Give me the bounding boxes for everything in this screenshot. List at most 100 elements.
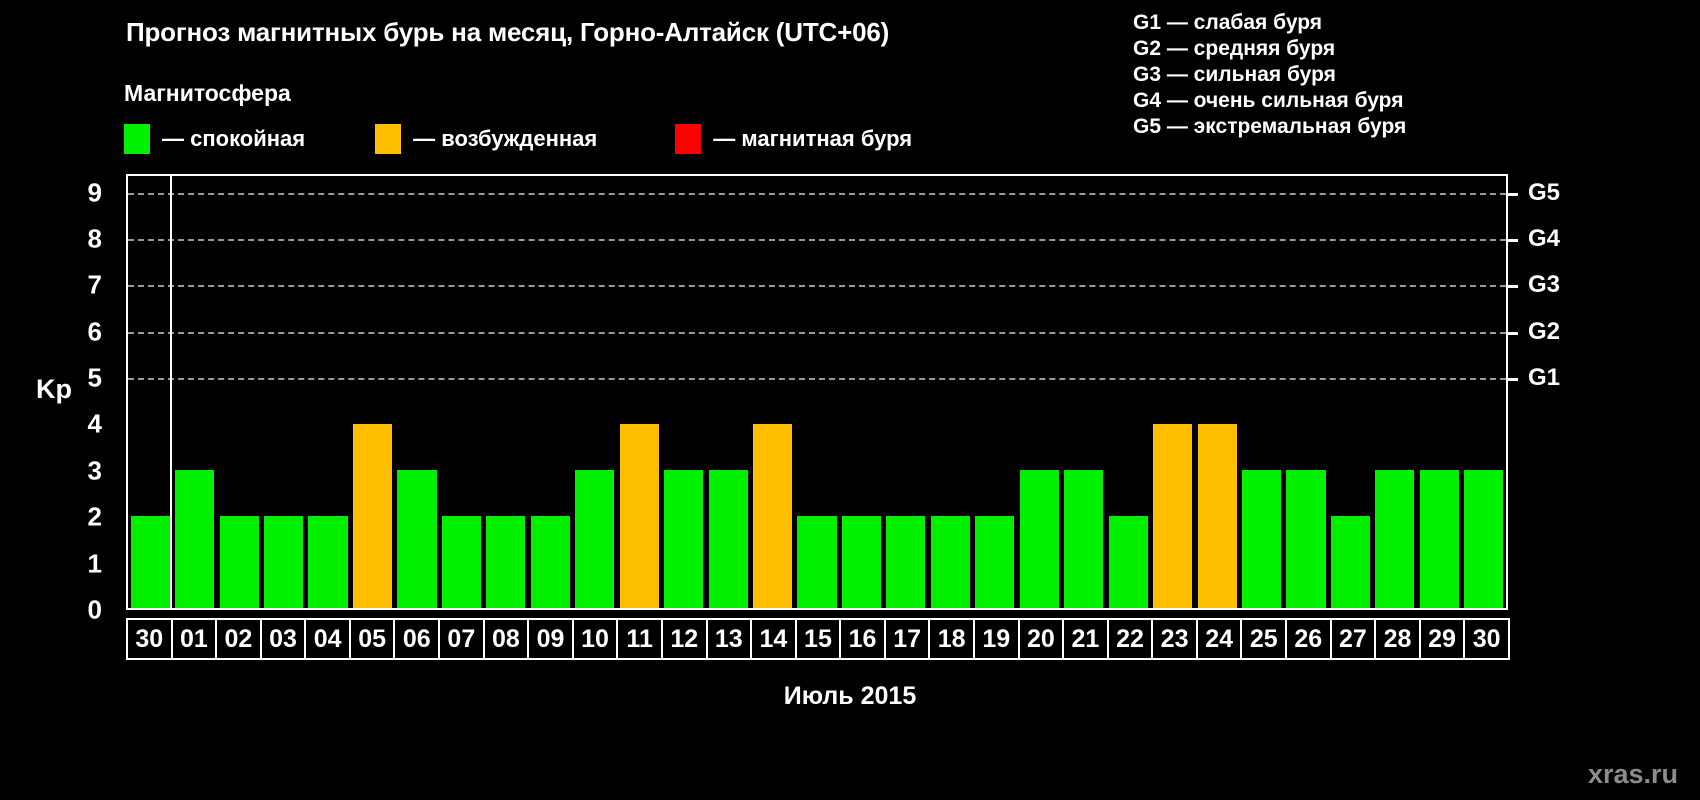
day-label-box[interactable]: 26 (1285, 618, 1332, 660)
g-scale-line-g1: G1 — слабая буря (1133, 11, 1323, 34)
day-label-box[interactable]: 02 (215, 618, 262, 660)
bar-cell[interactable] (661, 176, 705, 608)
bar-cell[interactable] (1062, 176, 1106, 608)
y-axis-tick-label: 7 (87, 269, 102, 300)
day-label-box[interactable]: 27 (1329, 618, 1377, 660)
g-axis-tick-mark (1500, 378, 1518, 382)
day-label-box[interactable]: 08 (482, 618, 530, 660)
day-label-box[interactable]: 16 (839, 618, 886, 660)
bar-cell[interactable] (1150, 176, 1194, 608)
day-label-box[interactable]: 14 (750, 618, 797, 660)
bar-cell[interactable] (128, 176, 172, 608)
day-label-box[interactable]: 22 (1106, 618, 1154, 660)
bar[interactable] (352, 424, 393, 608)
bar-cell[interactable] (1017, 176, 1061, 608)
day-label-box[interactable]: 25 (1240, 618, 1288, 660)
bar-cell[interactable] (1417, 176, 1461, 608)
bar[interactable] (841, 516, 882, 608)
bar[interactable] (1375, 470, 1415, 608)
day-label-box[interactable]: 24 (1195, 618, 1243, 660)
bar-cell[interactable] (1328, 176, 1372, 608)
day-label-box[interactable]: 06 (393, 618, 441, 660)
bar[interactable] (1064, 470, 1104, 608)
bar[interactable] (219, 516, 259, 608)
day-label-box[interactable]: 07 (438, 618, 485, 660)
bar-cell[interactable] (1239, 176, 1283, 608)
bar[interactable] (530, 516, 570, 608)
day-label-box[interactable]: 23 (1151, 618, 1198, 660)
day-label-box[interactable]: 18 (928, 618, 975, 660)
bar[interactable] (264, 516, 304, 608)
bar-cell[interactable] (306, 176, 350, 608)
bar-cell[interactable] (884, 176, 928, 608)
bar-cell[interactable] (172, 176, 216, 608)
bar[interactable] (441, 516, 481, 608)
bar[interactable] (575, 470, 615, 608)
bar[interactable] (175, 470, 215, 608)
day-label-box[interactable]: 15 (794, 618, 842, 660)
bar-cell[interactable] (217, 176, 261, 608)
bar[interactable] (664, 470, 704, 608)
day-label-box[interactable]: 21 (1062, 618, 1109, 660)
legend-label-excited: — возбужденная (413, 126, 598, 151)
bar[interactable] (1464, 470, 1504, 608)
bar[interactable] (753, 424, 793, 608)
day-label-box[interactable]: 28 (1374, 618, 1421, 660)
bar-cell[interactable] (261, 176, 305, 608)
day-label-box[interactable]: 10 (571, 618, 619, 660)
bar[interactable] (708, 470, 748, 608)
day-label-box[interactable]: 03 (259, 618, 307, 660)
bar[interactable] (308, 516, 348, 608)
bar[interactable] (975, 516, 1015, 608)
day-label-box[interactable]: 30 (126, 618, 173, 660)
bar-cell[interactable] (839, 176, 883, 608)
bar-cell[interactable] (573, 176, 617, 608)
bar-cell[interactable] (395, 176, 439, 608)
bar[interactable] (1330, 516, 1371, 608)
bar[interactable] (886, 516, 926, 608)
day-label-box[interactable]: 13 (705, 618, 753, 660)
day-label-box[interactable]: 01 (170, 618, 218, 660)
bar[interactable] (1197, 424, 1237, 608)
bar-cell[interactable] (439, 176, 483, 608)
day-label-box[interactable]: 05 (348, 618, 396, 660)
bar-cell[interactable] (928, 176, 972, 608)
bar[interactable] (930, 516, 970, 608)
day-label-box[interactable]: 09 (527, 618, 574, 660)
bar-cell[interactable] (1373, 176, 1417, 608)
bar-cell[interactable] (350, 176, 394, 608)
bar[interactable] (1286, 470, 1326, 608)
bar[interactable] (797, 516, 837, 608)
bar-cell[interactable] (528, 176, 572, 608)
bar-cell[interactable] (1106, 176, 1150, 608)
day-label-box[interactable]: 19 (972, 618, 1020, 660)
bar[interactable] (1153, 424, 1193, 608)
day-label-box[interactable]: 11 (616, 618, 663, 660)
forecast-start-divider (169, 176, 172, 608)
bar[interactable] (1419, 470, 1459, 608)
bar[interactable] (397, 470, 437, 608)
bar-cell[interactable] (617, 176, 661, 608)
day-label-box[interactable]: 04 (304, 618, 351, 660)
bar-cell[interactable] (484, 176, 528, 608)
bar[interactable] (130, 516, 170, 608)
bar-cell[interactable] (1195, 176, 1239, 608)
bar[interactable] (486, 516, 526, 608)
bar-cell[interactable] (973, 176, 1017, 608)
bar[interactable] (1242, 470, 1282, 608)
bar-cell[interactable] (795, 176, 839, 608)
day-label-box[interactable]: 12 (660, 618, 708, 660)
bar[interactable] (1019, 470, 1059, 608)
bar[interactable] (1108, 516, 1148, 608)
bar-cell[interactable] (706, 176, 750, 608)
green-square-icon (124, 124, 150, 154)
day-label-box[interactable]: 17 (883, 618, 931, 660)
bar-cell[interactable] (1284, 176, 1328, 608)
bar-cell[interactable] (750, 176, 794, 608)
day-label-box[interactable]: 29 (1418, 618, 1466, 660)
bar-cell[interactable] (1462, 176, 1506, 608)
bar[interactable] (619, 424, 659, 608)
day-label-box[interactable]: 20 (1017, 618, 1065, 660)
day-label-box[interactable]: 30 (1463, 618, 1510, 660)
